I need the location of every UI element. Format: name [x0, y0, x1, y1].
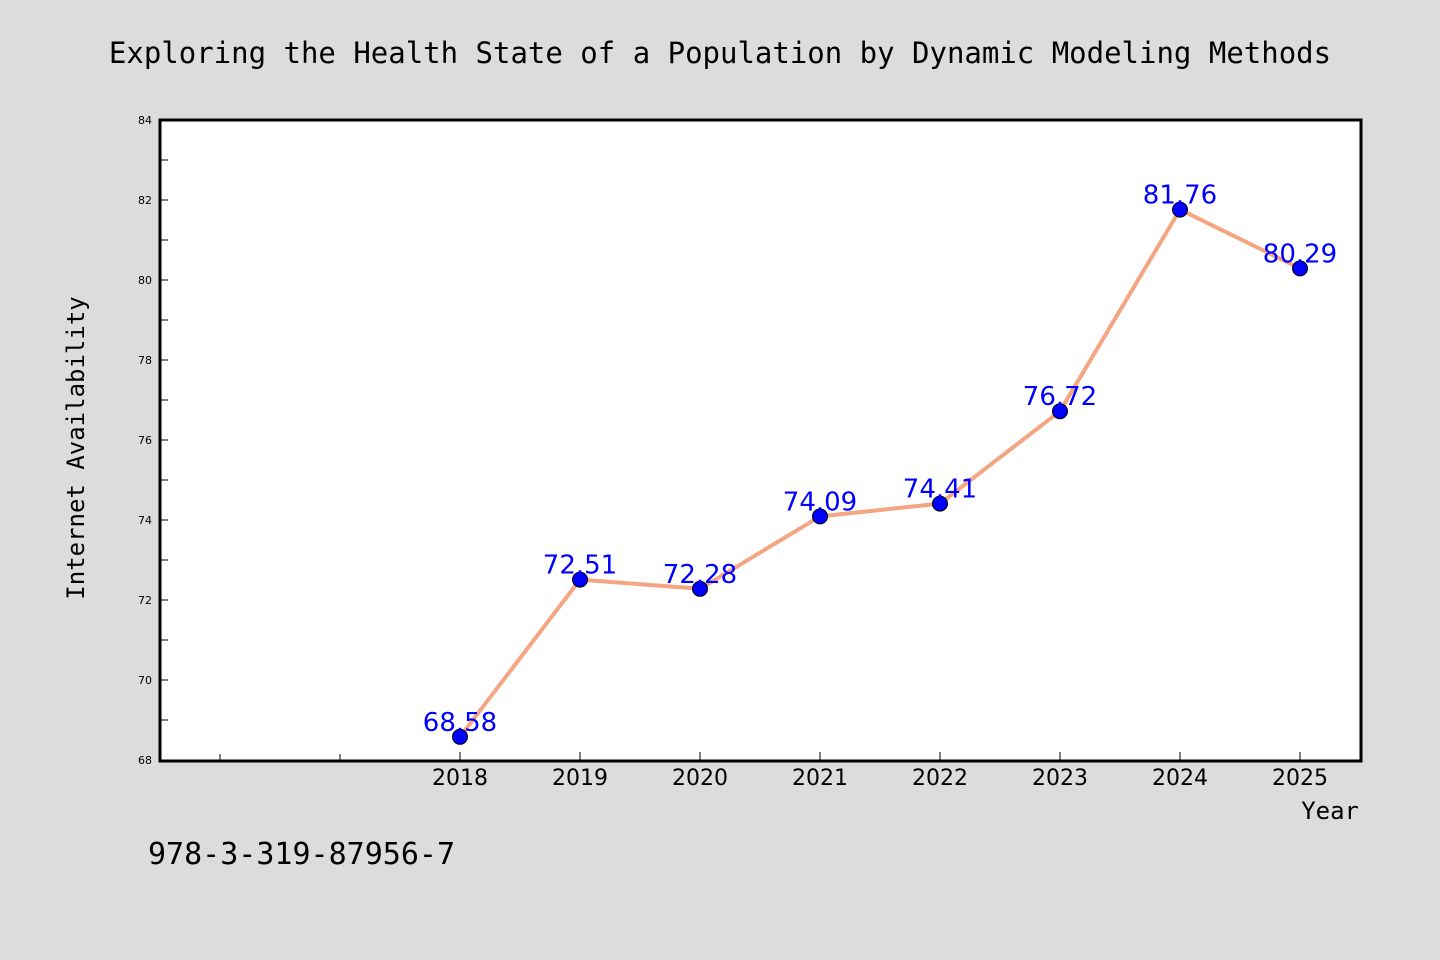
data-label-2020: 72.28: [663, 560, 737, 590]
x-tick-label: 2023: [1032, 766, 1088, 791]
data-label-2022: 74.41: [903, 475, 977, 505]
y-tick-label: 80: [138, 274, 152, 287]
data-label-2023: 76.72: [1023, 382, 1097, 412]
y-tick-label: 82: [138, 194, 152, 207]
data-point-2021: [812, 508, 828, 525]
y-axis-label: Internet Availability: [62, 296, 90, 599]
x-axis-ticks: 2018 2019 2020 2021 2022 2023 2024 2025: [432, 752, 1328, 791]
series-line: [458, 207, 1302, 739]
data-point-2024: [1172, 201, 1188, 218]
x-tick-label: 2018: [432, 766, 488, 791]
x-tick-label: 2021: [792, 766, 848, 791]
y-tick-label: 72: [138, 594, 152, 607]
y-tick-label: 84: [138, 114, 152, 127]
data-point-2025: [1292, 260, 1308, 277]
footnote: 978-3-319-87956-7: [148, 837, 455, 872]
data-point-2020: [692, 580, 708, 597]
data-point-2018: [452, 728, 468, 745]
x-tick-label: 2024: [1152, 766, 1208, 791]
y-tick-label: 76: [138, 434, 152, 447]
data-point-2019: [572, 571, 588, 588]
y-tick-label: 70: [138, 674, 152, 687]
data-point-2023: [1052, 403, 1068, 420]
y-tick-label: 78: [138, 354, 152, 367]
data-label-2018: 68.58: [423, 708, 497, 738]
y-axis-ticks: 68 70 72 74 76 78 80 82 84: [138, 114, 168, 767]
data-label-2024: 81.76: [1143, 181, 1217, 211]
x-tick-label: 2025: [1272, 766, 1328, 791]
data-label-2025: 80.29: [1263, 239, 1337, 269]
data-points: [452, 201, 1308, 745]
x-minor-ticks: [219, 754, 341, 760]
y-tick-label: 74: [138, 514, 152, 527]
x-tick-label: 2020: [672, 766, 728, 791]
data-label-2021: 74.09: [783, 487, 857, 517]
x-axis-label: Year: [1301, 797, 1359, 825]
plot-frame: [158, 118, 1363, 763]
y-tick-label: 68: [138, 754, 152, 767]
data-labels: 68.58 72.51 72.28 74.09 74.41 76.72 81.76 80.29: [423, 181, 1337, 738]
x-tick-label: 2022: [912, 766, 968, 791]
x-tick-label: 2019: [552, 766, 608, 791]
data-point-2022: [932, 495, 948, 512]
data-label-2019: 72.51: [543, 551, 617, 581]
chart-title: Exploring the Health State of a Populati…: [109, 36, 1331, 70]
plot-area: [160, 120, 1361, 761]
